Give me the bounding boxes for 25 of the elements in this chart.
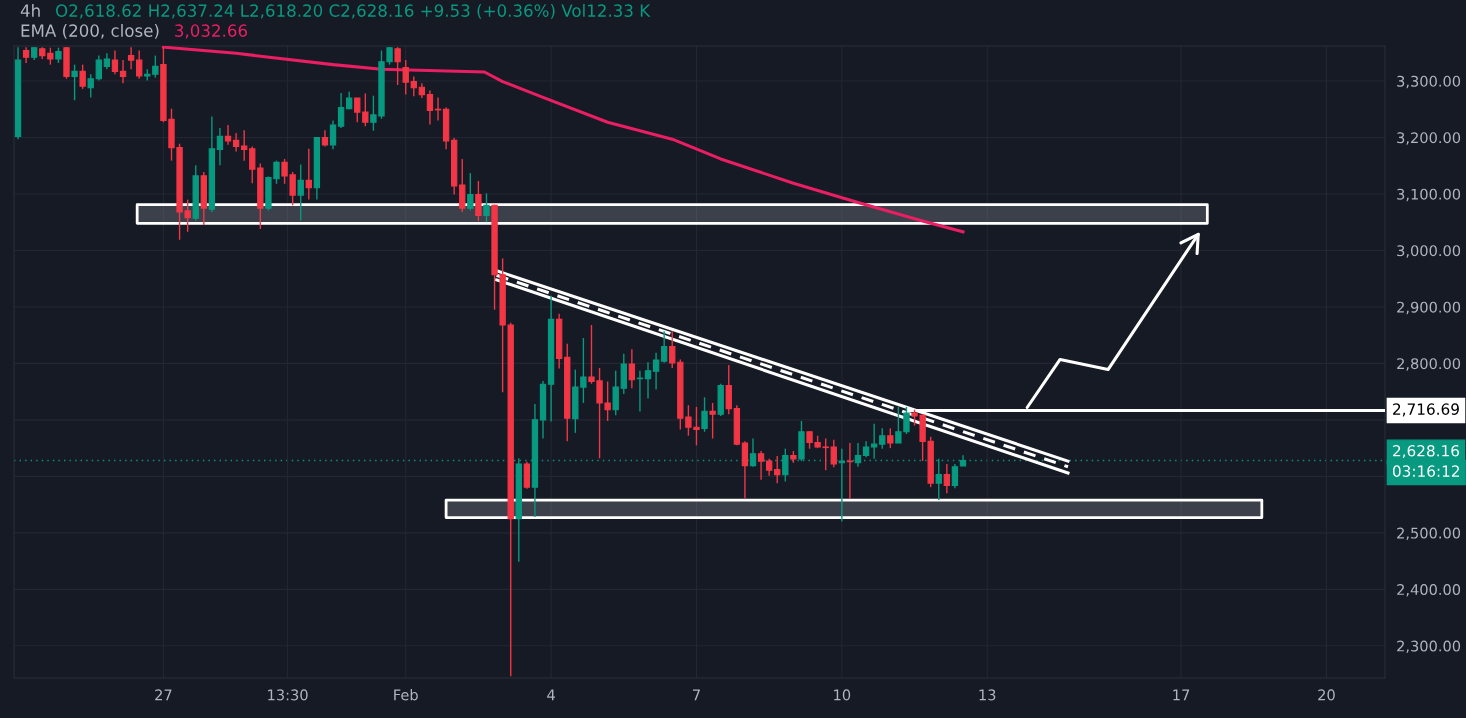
y-tick-label: 2,800.00 bbox=[1397, 358, 1461, 371]
x-tick-label: 17 bbox=[1173, 689, 1190, 701]
y-tick-label: 2,500.00 bbox=[1397, 527, 1461, 541]
x-tick-label: 27 bbox=[155, 689, 172, 701]
x-tick-label: Feb bbox=[394, 689, 418, 701]
y-tick-label: 3,300.00 bbox=[1397, 75, 1461, 89]
y-tick-label: 3,100.00 bbox=[1397, 188, 1461, 202]
y-tick-label: 3,000.00 bbox=[1397, 245, 1461, 258]
series-label: EMA (200, close) bbox=[21, 24, 159, 39]
y-tick-label: 3,200.00 bbox=[1397, 132, 1461, 145]
y-tick-label: 2,300.00 bbox=[1397, 640, 1461, 654]
x-tick-label: 4 bbox=[547, 689, 555, 701]
chart-subtitle: O2,618.62 H2,637.24 L2,618.20 C2,628.16 +9.53 (+0.36%) Vol12.33 K bbox=[55, 4, 651, 19]
chart-title: 4h bbox=[20, 4, 40, 17]
x-tick-label: 13 bbox=[979, 689, 996, 701]
y-tick-label: 2,400.00 bbox=[1397, 584, 1461, 597]
text: 03:16:12 bbox=[1392, 465, 1460, 477]
text: 3,032.66 bbox=[175, 24, 248, 39]
ref-line-label: 2,628.16 bbox=[1393, 445, 1460, 459]
x-tick-label: 7 bbox=[693, 689, 700, 701]
x-tick-label: 10 bbox=[834, 689, 851, 701]
y-tick-label: 2,900.00 bbox=[1397, 301, 1461, 315]
x-tick-label: 20 bbox=[1318, 689, 1335, 701]
text: 2,716.69 bbox=[1393, 403, 1459, 417]
x-tick-label: 13:30 bbox=[268, 689, 308, 701]
